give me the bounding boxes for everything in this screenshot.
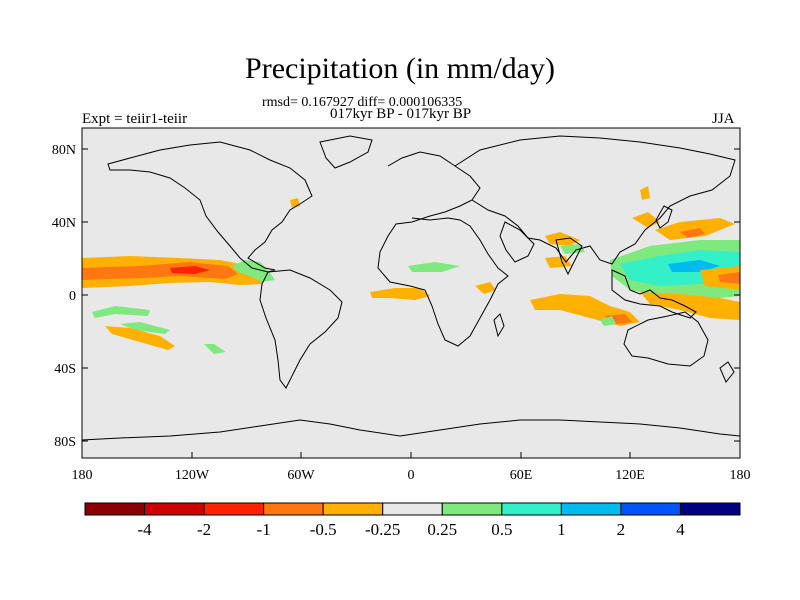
colorbar-labels: -4 -2 -1 -0.5 -0.25 0.25 0.5 1 2 4 [137,520,685,539]
season-label: JJA [712,111,735,127]
colorbar-label: 0.25 [427,520,457,539]
lat-tick-label: 80N [52,143,76,158]
anomaly-strong-negative-pacific [82,262,238,280]
lon-tick-label: 180 [72,468,93,483]
lat-tick-label: 80S [54,435,76,450]
colorbar-label: 0.5 [491,520,512,539]
coast-madagascar [493,313,505,338]
colorbar-swatch [84,502,146,516]
colorbar-swatch [620,502,681,516]
plot-title: Precipitation (in mm/day) [245,52,555,85]
coast-north-america [107,141,313,273]
coast-greenland [319,135,373,169]
anomaly-core-pacific [170,266,210,274]
colorbar-swatch [144,502,205,516]
coastlines [82,135,740,441]
colorbar [84,502,741,516]
lon-tick-label: 60E [510,468,533,483]
colorbar-label: -0.25 [365,520,400,539]
anomaly-strong-negative-north-pacific-east [718,272,740,284]
coast-new-zealand [719,361,735,383]
coast-europe-africa [377,151,509,347]
coast-south-america [259,269,343,389]
anomaly-positive-pacific-south-3 [204,344,226,354]
anomaly-positive-africa [408,262,460,272]
anomaly-fields [82,186,740,354]
colorbar-swatch [560,502,622,516]
lat-tick-label: 40N [52,216,76,231]
coast-india [555,237,583,276]
anomaly-negative-atlantic [370,288,430,300]
lon-tick-label: 60W [287,468,315,483]
lat-tick-label: 40S [54,362,76,377]
coast-southeast-asia [611,269,697,319]
lon-tick-label: 0 [408,468,415,483]
coast-japan [655,205,673,229]
coast-antarctica [82,419,740,441]
period-line: 017kyr BP - 017kyr BP [330,106,472,122]
experiment-label: Expt = teiir1-teiir [82,111,188,127]
lon-tick-label: 180 [730,468,751,483]
colorbar-swatch [382,502,443,516]
stats-line: rmsd= 0.167927 diff= 0.000106335 [262,95,463,110]
anomaly-positive-pacific-south [92,306,150,318]
colorbar-label: -1 [257,520,271,539]
colorbar-swatch [322,502,384,516]
lat-tick-label: 0 [69,289,76,304]
anomaly-strong-negative-west-pacific [680,228,705,238]
colorbar-swatch [203,502,265,516]
colorbar-label: 4 [676,520,685,539]
anomaly-positive-pacific-south-2 [120,322,170,334]
anomaly-positive-australia-north [600,316,616,326]
lon-tick-label: 120W [175,468,210,483]
lon-tick-marks [81,452,741,458]
colorbar-label: -0.5 [310,520,337,539]
anomaly-negative-africa-east [475,282,496,294]
colorbar-label: -2 [197,520,211,539]
lat-tick-marks [82,148,740,442]
colorbar-swatch [679,502,741,516]
colorbar-label: 2 [617,520,626,539]
anomaly-positive-warm-pool-core [668,260,720,272]
colorbar-swatch [501,502,562,516]
colorbar-label: 1 [557,520,566,539]
lon-tick-label: 120E [615,468,645,483]
anomaly-negative-india-south [545,256,572,268]
anomaly-negative-south-pacific [105,326,175,350]
anomaly-negative-north-east-asia [640,186,650,200]
coast-australia [623,311,709,367]
coast-asia [454,135,736,265]
anomaly-positive-central-america [232,260,275,282]
colorbar-swatch [441,502,503,516]
colorbar-swatch [263,502,324,516]
colorbar-label: -4 [137,520,152,539]
coast-arabia [499,221,535,263]
